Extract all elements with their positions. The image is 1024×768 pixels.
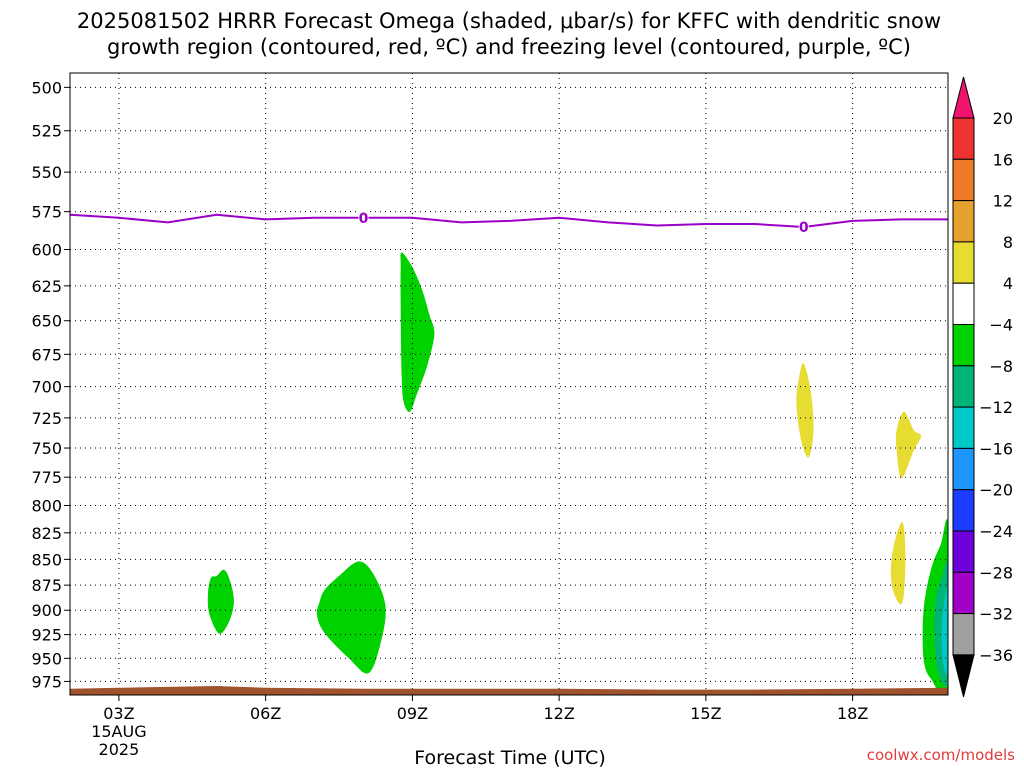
y-tick-label: 525 <box>31 122 62 141</box>
y-tick-label: 875 <box>31 576 62 595</box>
colorbar-segment <box>952 365 975 408</box>
x-tick-sublabel: 2025 <box>99 740 140 759</box>
plot-frame <box>69 72 949 696</box>
colorbar-segment <box>952 406 975 449</box>
x-tick-label: 09Z <box>397 704 428 723</box>
colorbar-segment <box>952 158 975 202</box>
y-tick-label: 725 <box>31 409 62 428</box>
chart-title-line-1: 2025081502 HRRR Forecast Omega (shaded, … <box>77 9 941 33</box>
colorbar-label: −12 <box>979 398 1013 417</box>
colorbar-segment <box>952 447 975 491</box>
colorbar-label: −32 <box>979 605 1013 624</box>
y-tick-label: 625 <box>31 277 62 296</box>
credit-text: coolwx.com/models <box>867 746 1015 764</box>
freezing-label-bg-0 <box>358 210 369 225</box>
x-tick-label: 03Z <box>103 704 134 723</box>
omega-shading <box>207 252 948 695</box>
colorbar-segment <box>952 200 975 243</box>
colorbar-label: −28 <box>979 563 1013 582</box>
colorbar-label: −4 <box>989 316 1013 335</box>
y-tick-label: 800 <box>31 496 62 515</box>
colorbar-top-arrow <box>952 76 975 119</box>
y-tick-label: 825 <box>31 524 62 543</box>
y-axis: 500 525 550 575 600 625 650 675 700 725 750 775 800 8… <box>31 78 70 691</box>
colorbar-segment <box>952 241 975 284</box>
colorbar-label: −24 <box>979 522 1013 541</box>
colorbar-segment <box>952 489 975 532</box>
colorbar-bottom-arrow <box>952 654 975 698</box>
y-tick-label: 925 <box>31 626 62 645</box>
freezing-level-line <box>70 213 948 229</box>
y-tick-label: 500 <box>31 78 62 97</box>
x-axis-label: Forecast Time (UTC) <box>414 747 605 768</box>
colorbar-label: −20 <box>979 481 1013 500</box>
y-tick-label: 900 <box>31 601 62 620</box>
y-tick-label: 550 <box>31 163 62 182</box>
x-tick-label: 12Z <box>543 704 574 723</box>
y-tick-label: 600 <box>31 241 62 260</box>
omega-region-2 <box>316 561 386 674</box>
colorbar-label: −36 <box>979 646 1013 665</box>
chart-title-line-2: growth region (contoured, red, ºC) and f… <box>107 35 911 59</box>
colorbar-label: 12 <box>993 192 1013 211</box>
y-tick-label: 700 <box>31 378 62 397</box>
y-tick-label: 750 <box>31 439 62 458</box>
x-tick-sublabel: 15AUG <box>91 722 146 741</box>
omega-region-5 <box>941 587 948 675</box>
colorbar-segment <box>952 530 975 573</box>
colorbar-segment <box>952 571 975 615</box>
omega-region-8 <box>890 521 906 605</box>
y-tick-label: 775 <box>31 468 62 487</box>
y-tick-label: 975 <box>31 672 62 691</box>
freezing-level-label: 0 <box>359 211 369 227</box>
colorbar-label: −16 <box>979 439 1013 458</box>
grid <box>70 73 948 695</box>
colorbar-segment <box>952 117 975 160</box>
omega-region-0 <box>400 252 435 412</box>
colorbar-segment <box>952 324 975 367</box>
freezing-label-bg-1 <box>798 220 809 235</box>
terrain-fill <box>70 686 948 695</box>
y-tick-label: 950 <box>31 649 62 668</box>
y-tick-label: 675 <box>31 345 62 364</box>
colorbar-label: 8 <box>1003 233 1013 252</box>
colorbar-segment <box>952 613 975 656</box>
colorbar-segment <box>952 282 975 326</box>
y-tick-label: 850 <box>31 550 62 569</box>
y-tick-label: 575 <box>31 203 62 222</box>
x-tick-label: 15Z <box>690 704 721 723</box>
omega-region-6 <box>796 363 814 458</box>
chart-title: 2025081502 HRRR Forecast Omega (shaded, … <box>77 9 941 59</box>
colorbar-label: 4 <box>1003 274 1013 293</box>
colorbar-label: 20 <box>993 109 1013 128</box>
omega-region-1 <box>207 569 234 634</box>
x-tick-label: 06Z <box>250 704 281 723</box>
freezing-level-label: 0 <box>799 220 809 236</box>
colorbar-label: 16 <box>993 150 1013 169</box>
colorbar: 20 16 12 8 4 −4 −8 −12 −16 −20 −24 −28 −32 −36 <box>952 76 1013 698</box>
omega-region-7 <box>895 411 922 479</box>
y-tick-label: 650 <box>31 312 62 331</box>
x-tick-label: 18Z <box>837 704 868 723</box>
freezing-level-contour: 00 <box>70 210 948 236</box>
terrain <box>70 686 948 695</box>
colorbar-label: −8 <box>989 357 1013 376</box>
